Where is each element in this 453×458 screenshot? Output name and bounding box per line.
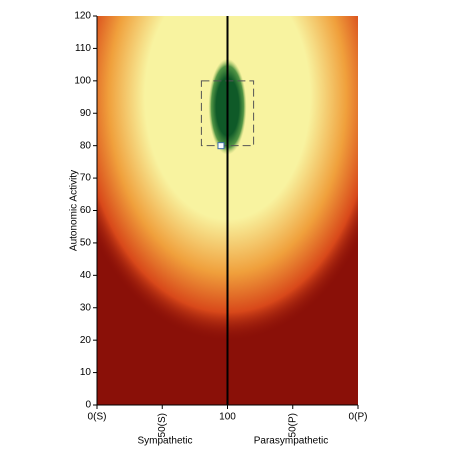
x-tick-label: 100 <box>219 412 236 423</box>
x-tick-label: 0(S) <box>88 412 107 423</box>
y-tick-label: 40 <box>80 270 92 281</box>
y-tick-label: 110 <box>75 43 91 54</box>
x-tick-label: 50(P) <box>287 413 298 437</box>
y-tick-label: 70 <box>80 173 92 184</box>
y-tick-label: 60 <box>80 205 92 216</box>
y-tick-label: 10 <box>80 367 92 378</box>
current-point <box>217 142 225 150</box>
x-tick-label: 0(P) <box>349 412 368 423</box>
y-tick-label: 0 <box>85 400 91 411</box>
y-tick-label: 120 <box>74 11 91 22</box>
x-axis-label: Sympathetic <box>137 436 192 447</box>
y-axis-label: Autonomic Activity <box>69 170 80 251</box>
y-tick-label: 100 <box>74 75 91 86</box>
y-tick-label: 20 <box>80 335 92 346</box>
y-tick-label: 90 <box>80 108 92 119</box>
y-tick-label: 30 <box>80 302 92 313</box>
y-tick-label: 80 <box>80 140 92 151</box>
x-tick-label: 50(S) <box>157 413 168 437</box>
x-axis-label: Parasympathetic <box>254 436 328 447</box>
heatmap <box>97 16 358 405</box>
y-tick-label: 50 <box>80 238 92 249</box>
